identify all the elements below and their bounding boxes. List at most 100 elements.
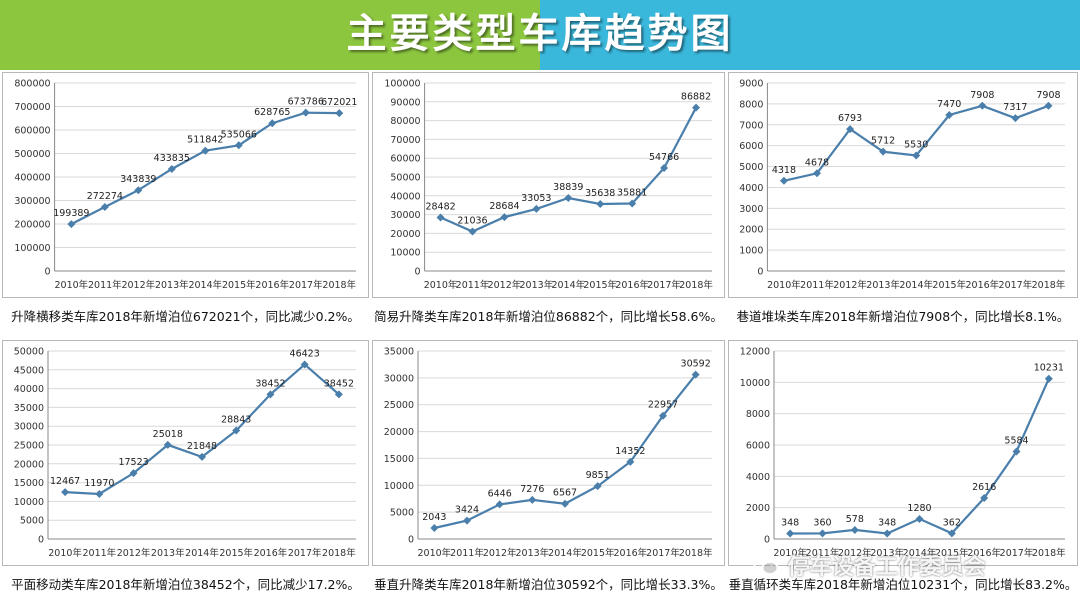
- y-tick-label: 45000: [14, 365, 44, 376]
- line-chart-4: 0 5000 10000 15000 20000 25000 30000 35000 40000…: [14, 347, 356, 560]
- series-line: [65, 362, 340, 496]
- y-tick-label: 400000: [14, 173, 50, 184]
- x-tick-label: 2013年: [870, 547, 904, 559]
- y-tick-label: 10000: [14, 497, 44, 508]
- data-point: [67, 220, 76, 229]
- y-tick-label: 700000: [14, 102, 50, 113]
- x-tick-label: 2013年: [866, 279, 900, 291]
- y-tick-label: 30000: [384, 373, 414, 384]
- chart-panel-6: 0 2000 4000 6000 8000 10000 12000 2010年 2011年 201…: [728, 340, 1078, 566]
- data-label: 7470: [937, 99, 961, 110]
- data-point: [945, 110, 954, 119]
- y-tick-label: 5000: [739, 162, 763, 173]
- y-tick-label: 2000: [739, 225, 763, 236]
- data-point: [912, 151, 921, 160]
- data-label: 54766: [649, 152, 679, 163]
- data-label: 628765: [254, 107, 290, 118]
- y-tick-label: 100000: [14, 243, 50, 254]
- x-tick-label: 2017年: [647, 279, 681, 291]
- x-tick-label: 2014年: [903, 547, 937, 559]
- y-tick-label: 20000: [384, 427, 414, 438]
- data-point: [1044, 101, 1053, 110]
- data-label: 28482: [425, 201, 455, 212]
- data-label: 199389: [53, 208, 89, 219]
- x-tick-label: 2016年: [255, 279, 289, 291]
- data-point: [561, 499, 569, 508]
- data-point: [779, 176, 788, 185]
- chart-caption-2: 简易升降类车库2018年新增泊位86882个，同比增长58.6%。: [374, 309, 723, 324]
- x-tick-label: 2014年: [899, 279, 933, 291]
- y-tick-label: 80000: [390, 116, 420, 127]
- y-tick-label: 8000: [739, 99, 763, 110]
- y-tick-label: 90000: [390, 97, 420, 108]
- y-tick-label: 20000: [14, 459, 44, 470]
- x-tick-label: 2018年: [322, 279, 356, 291]
- x-tick-label: 2015年: [935, 547, 969, 559]
- data-label: 2616: [972, 482, 996, 493]
- data-label: 7908: [970, 90, 994, 101]
- x-tick-label: 2018年: [1032, 279, 1066, 291]
- data-point: [846, 125, 855, 134]
- data-point: [564, 193, 573, 202]
- chart-panel-2: 0 10000 20000 30000 40000 50000 60000 70000 8000…: [372, 72, 725, 298]
- x-tick-label: 2015年: [583, 279, 617, 291]
- data-point: [947, 529, 956, 538]
- y-tick-label: 0: [45, 267, 51, 278]
- data-point: [915, 514, 924, 523]
- y-tick-label: 15000: [384, 454, 414, 465]
- data-point: [198, 452, 206, 461]
- line-chart-1: 0 100000 200000 300000 400000 500000 600000 700…: [14, 79, 357, 292]
- line-chart-6: 0200040006000800010000120002010年2011年201…: [740, 347, 1066, 560]
- y-tick-label: 7000: [739, 120, 763, 131]
- data-label: 1280: [907, 503, 931, 514]
- data-label: 35881: [617, 188, 647, 199]
- x-tick-label: 2011年: [450, 547, 484, 559]
- data-point: [335, 109, 344, 118]
- y-tick-label: 6000: [739, 141, 763, 152]
- x-tick-label: 2012年: [483, 547, 517, 559]
- y-tick-label: 4000: [746, 472, 770, 483]
- data-label: 4678: [805, 157, 829, 168]
- x-tick-label: 2014年: [188, 279, 222, 291]
- chart-caption-6: 垂直循环类车库2018年新增泊位10231个，同比增长83.2%。: [728, 577, 1078, 592]
- data-label: 28684: [489, 201, 519, 212]
- wechat-icon: [753, 554, 779, 575]
- x-tick-label: 2013年: [520, 279, 554, 291]
- x-tick-label: 2014年: [548, 547, 582, 559]
- x-tick-label: 2014年: [551, 279, 585, 291]
- x-tick-label: 2015年: [581, 547, 615, 559]
- data-label: 360: [813, 517, 831, 528]
- x-tick-label: 2015年: [932, 279, 966, 291]
- header-banner: 主要类型车库趋势图: [0, 0, 1080, 70]
- y-tick-label: 10000: [384, 481, 414, 492]
- x-tick-label: 2010年: [48, 547, 82, 559]
- data-point: [430, 524, 439, 533]
- data-point: [100, 203, 109, 212]
- x-tick-label: 2016年: [613, 547, 647, 559]
- y-tick-label: 800000: [14, 79, 50, 90]
- chart-panel-3: 0 1000 2000 3000 4000 5000 6000 7000 8000 9000 201…: [728, 72, 1078, 298]
- x-tick-label: 2010年: [417, 547, 451, 559]
- data-label: 28843: [221, 415, 251, 426]
- data-point: [95, 489, 104, 498]
- x-tick-label: 2017年: [288, 547, 322, 559]
- y-tick-label: 600000: [14, 126, 50, 137]
- chart-caption-4: 平面移动类车库2018年新增泊位38452个，同比减少17.2%。: [11, 577, 360, 592]
- y-tick-label: 10000: [390, 248, 420, 259]
- y-tick-label: 40000: [14, 384, 44, 395]
- data-label: 535066: [221, 129, 257, 140]
- data-point: [167, 165, 176, 174]
- x-tick-label: 2017年: [1000, 547, 1034, 559]
- data-label: 22957: [648, 400, 678, 411]
- y-tick-label: 60000: [390, 154, 420, 165]
- data-label: 30592: [681, 359, 711, 370]
- data-label: 35638: [585, 188, 615, 199]
- data-label: 33053: [521, 193, 551, 204]
- x-tick-label: 2011年: [806, 547, 840, 559]
- data-point: [500, 213, 509, 222]
- x-tick-label: 2010年: [767, 279, 801, 291]
- x-tick-label: 2015年: [219, 547, 253, 559]
- data-point: [61, 488, 70, 497]
- x-tick-label: 2015年: [222, 279, 256, 291]
- data-point: [818, 529, 827, 538]
